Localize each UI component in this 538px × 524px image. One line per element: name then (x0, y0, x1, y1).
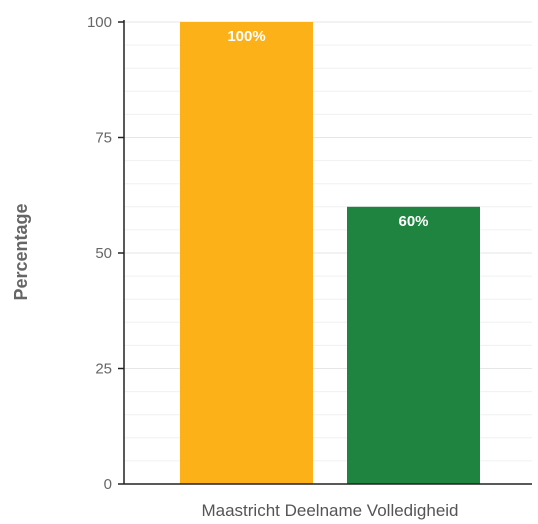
bars (180, 22, 480, 485)
bar (347, 206, 480, 485)
x-category-label: Maastricht Deelname Volledigheid (201, 501, 458, 520)
data-labels: 100% 60% (227, 28, 428, 230)
y-tick-label: 100 (87, 14, 112, 31)
y-tick-label: 75 (95, 130, 112, 147)
y-axis-title: Percentage (11, 203, 31, 300)
bar-data-label: 60% (398, 213, 428, 230)
y-tick-label: 0 (104, 476, 112, 493)
bar-data-label: 100% (227, 28, 265, 45)
y-axis-ticks: 0 25 50 75 100 (87, 14, 124, 493)
bar (180, 22, 313, 484)
y-tick-label: 25 (95, 361, 112, 378)
y-tick-label: 50 (95, 245, 112, 262)
